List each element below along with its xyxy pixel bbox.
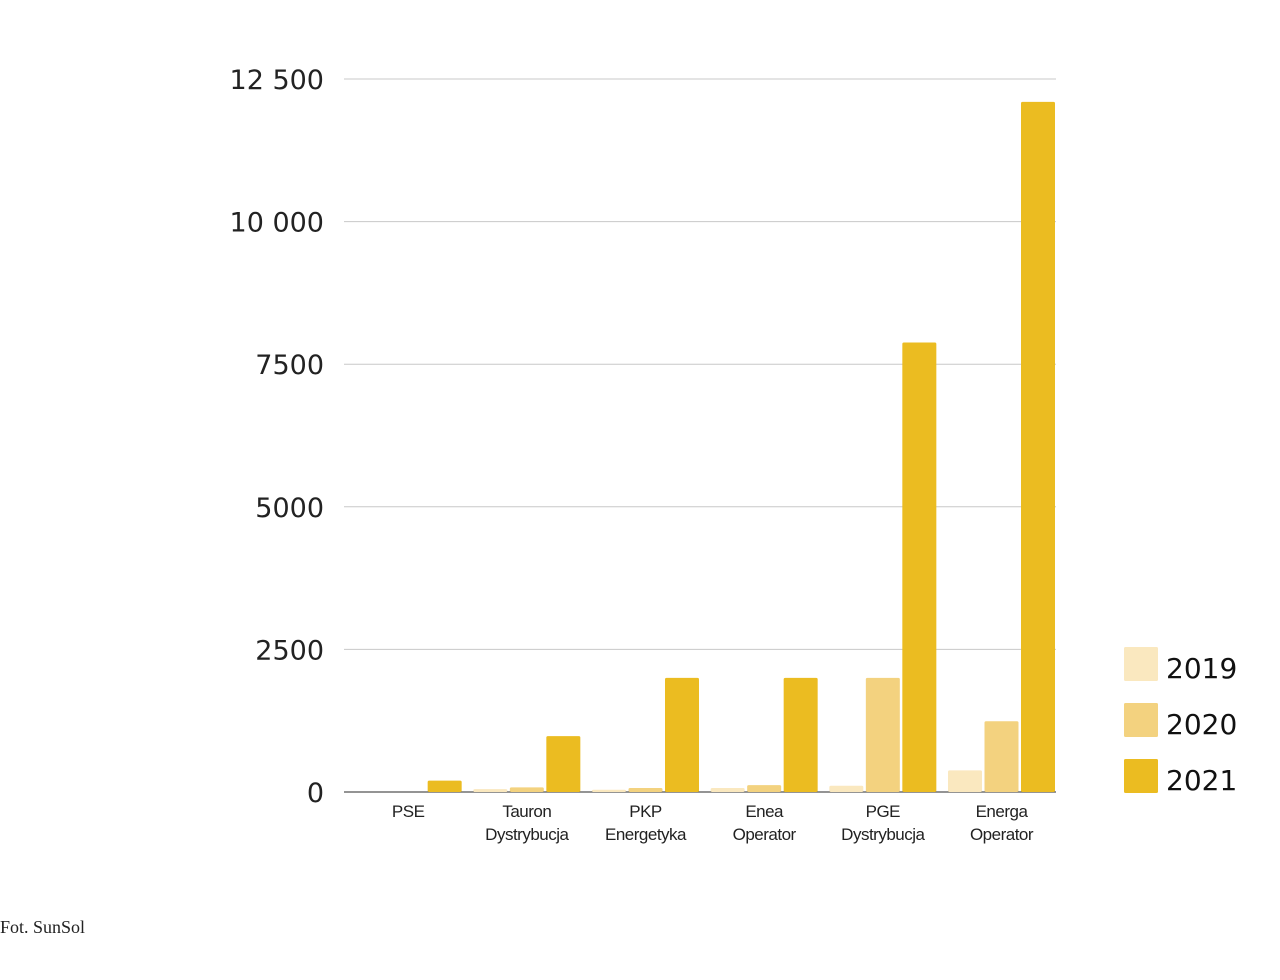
bar-2021 (1021, 101, 1055, 793)
y-tick-label: 5000 (255, 493, 324, 524)
bar-2021 (665, 677, 699, 792)
bar-2021 (783, 677, 818, 792)
x-tick-label: PSE (392, 802, 425, 821)
y-tick-label: 7500 (255, 350, 324, 381)
bar-2020 (984, 721, 1019, 792)
y-axis-ticks: 0 2500 5000 7500 10 000 12 500 (230, 65, 324, 809)
y-tick-label: 10 000 (230, 208, 324, 239)
bar-2020 (747, 785, 782, 792)
bar-2019 (710, 788, 745, 792)
legend-swatch-2021 (1124, 759, 1158, 793)
bar-2021 (902, 342, 937, 792)
bar-2021 (546, 736, 581, 792)
legend-label: 2019 (1166, 652, 1237, 685)
x-tick-label: Tauron Dystrybucja (485, 802, 569, 844)
legend-label: 2021 (1166, 764, 1237, 797)
x-tick-label: PKP Energetyka (605, 802, 687, 844)
legend-label: 2020 (1166, 708, 1237, 741)
x-tick-label: Enea Operator (733, 802, 797, 844)
y-tick-label: 0 (307, 778, 324, 809)
y-tick-label: 2500 (255, 635, 324, 666)
bar-2020 (628, 788, 663, 792)
bar-2020 (509, 787, 544, 792)
legend: 2019 2020 2021 (1124, 647, 1237, 797)
x-tick-label: PGE Dystrybucja (841, 802, 925, 844)
grid-lines (344, 78, 1056, 793)
x-axis-ticks: PSE Tauron Dystrybucja PKP Energetyka Enea Ope… (392, 802, 1034, 844)
bar-2019 (592, 789, 626, 792)
bar-2019 (948, 770, 982, 792)
y-tick-label: 12 500 (230, 65, 324, 96)
bar-2021 (427, 780, 462, 792)
bar-2019 (473, 789, 508, 792)
bar-2019 (829, 785, 864, 792)
bars (427, 101, 1055, 793)
legend-swatch-2020 (1124, 703, 1158, 737)
photo-credit: Fot. SunSol (0, 917, 86, 937)
bar-2020 (865, 677, 900, 792)
x-tick-label: Energa Operator (970, 802, 1034, 844)
legend-swatch-2019 (1124, 647, 1158, 681)
